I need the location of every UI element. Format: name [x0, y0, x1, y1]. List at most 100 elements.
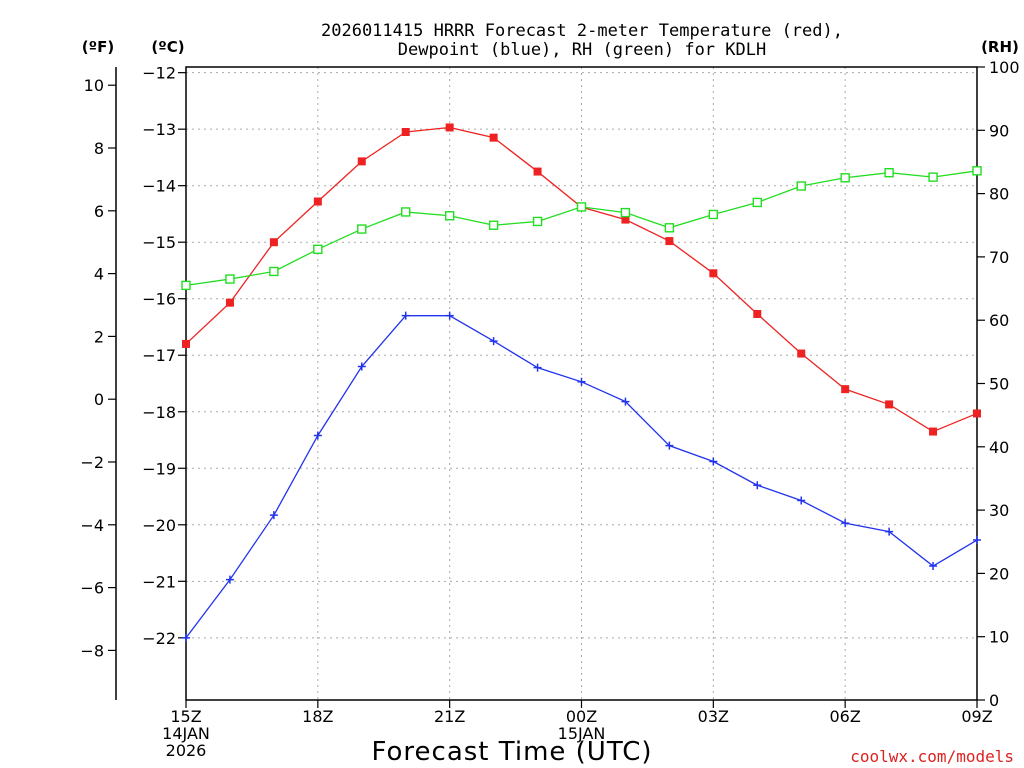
x-tick-label: 14JAN	[162, 724, 210, 743]
x-tick-label: 15Z	[170, 707, 201, 726]
data-point-temperature	[269, 238, 278, 247]
fahrenheit-unit-label: (ºF)	[82, 38, 114, 56]
data-point-rh	[269, 266, 279, 277]
data-point-dewpoint	[753, 481, 762, 490]
x-tick-label: 00Z	[566, 707, 597, 726]
fahrenheit-tick-label: 4	[94, 265, 104, 284]
celsius-tick-label: −12	[142, 64, 176, 83]
rh-tick-label: 10	[989, 628, 1009, 647]
data-point-temperature	[665, 237, 674, 246]
data-point-rh	[488, 220, 499, 230]
data-point-rh	[532, 216, 543, 227]
data-point-rh	[225, 274, 235, 284]
data-point-temperature	[797, 349, 806, 358]
data-point-temperature	[533, 167, 542, 176]
data-point-rh	[444, 211, 455, 221]
rh-tick-label: 20	[989, 564, 1009, 583]
data-point-rh	[708, 209, 719, 220]
data-series	[181, 123, 982, 642]
data-point-rh	[928, 172, 938, 182]
series-dewpoint	[182, 311, 981, 642]
data-point-dewpoint	[973, 536, 981, 545]
data-point-dewpoint	[533, 363, 542, 372]
data-point-dewpoint	[182, 633, 190, 642]
rh-tick-label: 80	[989, 185, 1009, 204]
data-point-rh	[972, 166, 982, 176]
data-point-rh	[357, 224, 367, 234]
fahrenheit-tick-label: 0	[94, 390, 104, 409]
watermark: coolwx.com/models	[850, 747, 1014, 766]
data-point-dewpoint	[841, 519, 850, 528]
celsius-tick-label: −22	[142, 629, 176, 648]
data-point-temperature	[489, 133, 498, 142]
data-point-temperature	[401, 127, 410, 136]
data-point-dewpoint	[709, 457, 718, 466]
data-point-temperature	[929, 427, 938, 436]
data-point-temperature	[357, 157, 366, 166]
data-point-dewpoint	[577, 377, 586, 386]
rh-tick-label: 50	[989, 375, 1009, 394]
data-point-temperature	[973, 409, 981, 418]
celsius-tick-label: −14	[142, 177, 176, 196]
rh-tick-label: 30	[989, 501, 1009, 520]
data-point-dewpoint	[313, 431, 322, 440]
data-point-rh	[401, 207, 411, 217]
data-point-dewpoint	[225, 575, 234, 584]
celsius-tick-label: −17	[142, 346, 176, 365]
fahrenheit-tick-label: 2	[94, 327, 104, 346]
celsius-tick-label: −20	[142, 516, 176, 535]
data-point-temperature	[313, 197, 322, 206]
rh-tick-label: 60	[989, 311, 1009, 330]
x-tick-label: 06Z	[830, 707, 861, 726]
data-point-dewpoint	[401, 311, 410, 320]
fahrenheit-tick-label: −4	[80, 516, 104, 535]
data-point-dewpoint	[445, 311, 454, 320]
data-point-dewpoint	[489, 337, 498, 346]
data-point-dewpoint	[665, 441, 674, 450]
data-point-temperature	[753, 309, 762, 318]
data-point-rh	[752, 197, 762, 208]
celsius-tick-label: −21	[142, 572, 176, 591]
x-tick-label: 21Z	[434, 707, 465, 726]
fahrenheit-tick-label: −8	[80, 641, 104, 660]
x-tick-label: 2026	[166, 741, 207, 760]
series-rh	[181, 166, 982, 291]
axes: −12−13−14−15−16−17−18−19−20−21−221086420…	[80, 58, 1019, 760]
data-point-dewpoint	[357, 362, 366, 371]
data-point-dewpoint	[929, 562, 938, 571]
data-point-rh	[620, 207, 631, 218]
data-point-rh	[181, 280, 191, 291]
rh-tick-label: 100	[989, 58, 1020, 77]
chart-title-line2: Dewpoint (blue), RH (green) for KDLH	[398, 40, 766, 60]
x-axis-title: Forecast Time (UTC)	[371, 737, 652, 767]
rh-unit-label: (RH)	[981, 38, 1019, 56]
celsius-tick-label: −15	[142, 233, 176, 252]
data-point-dewpoint	[797, 496, 806, 505]
celsius-tick-label: −19	[142, 459, 176, 478]
data-point-rh	[576, 202, 587, 212]
data-point-temperature	[709, 269, 718, 278]
data-point-rh	[884, 168, 894, 178]
data-point-dewpoint	[621, 397, 630, 406]
fahrenheit-tick-label: 8	[94, 139, 104, 158]
celsius-tick-label: −18	[142, 403, 176, 422]
fahrenheit-tick-label: 6	[94, 202, 104, 221]
x-tick-label: 03Z	[698, 707, 729, 726]
data-point-temperature	[445, 123, 454, 132]
x-tick-label: 09Z	[961, 707, 992, 726]
data-point-rh	[313, 244, 323, 255]
rh-tick-label: 90	[989, 121, 1009, 140]
fahrenheit-tick-label: −2	[80, 453, 104, 472]
fahrenheit-tick-label: 10	[84, 76, 104, 95]
rh-tick-label: 70	[989, 248, 1009, 267]
celsius-tick-label: −16	[142, 290, 176, 309]
x-tick-label: 18Z	[302, 707, 333, 726]
fahrenheit-tick-label: −6	[80, 579, 104, 598]
rh-tick-label: 0	[989, 691, 999, 710]
data-point-temperature	[225, 298, 234, 307]
chart-title-line1: 2026011415 HRRR Forecast 2-meter Tempera…	[321, 21, 843, 41]
data-point-rh	[664, 223, 675, 233]
celsius-unit-label: (ºC)	[151, 38, 184, 56]
data-point-temperature	[885, 400, 894, 409]
